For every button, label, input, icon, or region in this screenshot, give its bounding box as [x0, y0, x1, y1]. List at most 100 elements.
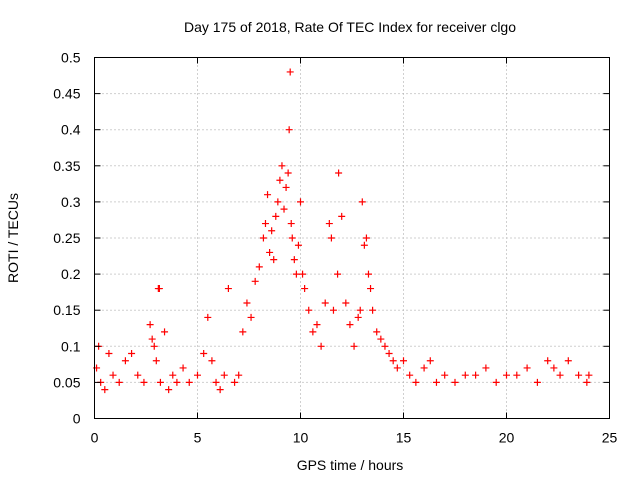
y-tick-label: 0.5: [61, 50, 81, 66]
data-point: [544, 357, 552, 365]
data-point: [406, 371, 414, 379]
data-point: [109, 371, 117, 379]
data-point: [216, 386, 224, 394]
data-point: [350, 342, 358, 350]
y-tick-label: 0.05: [53, 374, 80, 390]
data-point: [381, 342, 389, 350]
data-point: [461, 371, 469, 379]
data-point: [364, 270, 372, 278]
data-point: [264, 191, 272, 199]
data-point: [251, 277, 259, 285]
data-point: [266, 248, 274, 256]
data-point: [121, 357, 129, 365]
data-point: [338, 212, 346, 220]
data-point: [150, 342, 158, 350]
y-tick-label: 0.15: [53, 302, 80, 318]
data-point: [301, 285, 309, 293]
data-point: [290, 256, 298, 264]
data-point: [420, 364, 428, 372]
data-point: [377, 335, 385, 343]
data-point: [169, 371, 177, 379]
data-point: [286, 68, 294, 76]
data-point: [575, 371, 583, 379]
data-point: [285, 126, 293, 134]
data-point: [325, 220, 333, 228]
y-tick-label: 0.4: [61, 122, 81, 138]
x-tick-label: 10: [293, 430, 309, 446]
data-point: [354, 313, 362, 321]
y-tick-label: 0: [73, 411, 81, 427]
data-point: [208, 357, 216, 365]
data-point: [432, 378, 440, 386]
data-point: [327, 234, 335, 242]
data-point: [533, 378, 541, 386]
data-point: [292, 270, 300, 278]
data-point: [288, 234, 296, 242]
data-point: [321, 299, 329, 307]
data-point: [259, 234, 267, 242]
data-point: [393, 364, 401, 372]
data-point: [441, 371, 449, 379]
data-points: [93, 68, 593, 394]
data-point: [334, 270, 342, 278]
data-point: [335, 169, 343, 177]
data-point: [513, 371, 521, 379]
data-point: [185, 378, 193, 386]
data-point: [274, 198, 282, 206]
y-tick-label: 0.3: [61, 194, 81, 210]
data-point: [224, 285, 232, 293]
data-point: [400, 357, 407, 365]
data-point: [239, 328, 247, 336]
grid: [94, 57, 610, 419]
data-point: [305, 306, 313, 314]
x-tick-label: 25: [602, 430, 618, 446]
data-point: [369, 306, 377, 314]
data-point: [492, 378, 500, 386]
x-tick-label: 5: [194, 430, 202, 446]
data-point: [200, 350, 208, 358]
ticks: [94, 57, 610, 419]
data-point: [220, 371, 228, 379]
x-tick-label: 15: [396, 430, 412, 446]
y-axis-label: ROTI / TECUs: [5, 193, 21, 283]
data-point: [280, 205, 288, 213]
data-point: [261, 220, 269, 228]
data-point: [156, 378, 164, 386]
y-tick-label: 0.35: [53, 158, 80, 174]
data-point: [317, 342, 325, 350]
data-point: [243, 299, 251, 307]
data-point: [373, 328, 381, 336]
data-point: [146, 321, 154, 329]
data-point: [270, 256, 278, 264]
data-point: [309, 328, 317, 336]
y-tick-labels: 0 0.05 0.1 0.15 0.2 0.25 0.3 0.35 0.4 0.45 0.5: [53, 50, 80, 427]
x-axis-label: GPS time / hours: [297, 457, 404, 473]
x-tick-labels: 0 5 10 15 20 25: [91, 430, 618, 446]
data-point: [161, 328, 169, 336]
data-point: [472, 371, 480, 379]
data-point: [564, 357, 572, 365]
data-point: [482, 364, 490, 372]
data-point: [356, 306, 364, 314]
data-point: [550, 364, 558, 372]
data-point: [115, 378, 123, 386]
data-point: [523, 364, 531, 372]
data-point: [165, 386, 173, 394]
data-point: [128, 350, 136, 358]
data-point: [299, 270, 307, 278]
data-point: [268, 227, 276, 235]
y-tick-label: 0.2: [61, 266, 81, 282]
data-point: [272, 212, 280, 220]
x-tick-label: 0: [91, 430, 99, 446]
data-point: [278, 162, 286, 170]
data-point: [155, 285, 163, 293]
plot-frame: [94, 57, 610, 419]
data-point: [426, 357, 434, 365]
x-tick-label: 20: [499, 430, 515, 446]
data-point: [329, 306, 337, 314]
chart-title: Day 175 of 2018, Rate Of TEC Index for r…: [184, 19, 516, 35]
data-point: [235, 371, 243, 379]
data-point: [583, 378, 591, 386]
data-point: [212, 378, 220, 386]
data-point: [503, 371, 510, 379]
